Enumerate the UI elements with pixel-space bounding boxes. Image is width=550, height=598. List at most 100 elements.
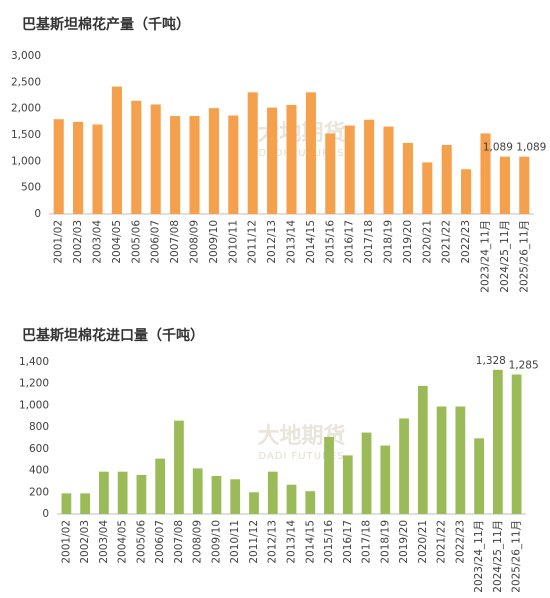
x-tick-label: 2019/20 [402, 220, 414, 264]
bar [170, 116, 181, 214]
bar [344, 125, 355, 214]
x-tick-label: 2008/09 [189, 220, 201, 264]
x-tick-label: 2017/18 [363, 220, 375, 264]
bar [455, 406, 466, 514]
bar [417, 385, 428, 514]
bar [267, 471, 278, 514]
bar [325, 133, 336, 214]
data-label: 1,285 [509, 359, 539, 371]
bar [480, 133, 491, 214]
x-tick-label: 2014/15 [305, 220, 317, 264]
x-tick-label: 2007/08 [173, 520, 185, 564]
x-tick-label: 2021/22 [436, 520, 448, 564]
bar [441, 145, 452, 214]
bar [131, 100, 142, 214]
bar [99, 471, 109, 514]
bar [305, 491, 316, 514]
bar [286, 484, 297, 514]
x-tick-label: 2006/07 [154, 520, 166, 564]
bar [136, 474, 147, 514]
bar [247, 92, 258, 214]
watermark-sub: DADI FUTURES [258, 451, 344, 462]
y-tick-label: 800 [29, 421, 49, 433]
x-tick-label: 2012/13 [267, 520, 279, 564]
y-tick-label: 600 [29, 443, 49, 455]
y-tick-label: 200 [29, 486, 49, 498]
y-tick-label: 2,500 [11, 76, 41, 88]
y-tick-label: 1,000 [19, 399, 49, 411]
x-tick-label: 2001/02 [60, 520, 72, 564]
bar [361, 432, 372, 514]
x-tick-label: 2019/20 [398, 520, 410, 564]
bar [80, 493, 91, 514]
bar [342, 455, 353, 514]
bar [228, 115, 239, 214]
x-tick-label: 2013/14 [286, 220, 298, 264]
x-tick-label: 2025/26_11月 [518, 220, 530, 293]
bar [73, 121, 84, 214]
x-tick-label: 2022/23 [454, 520, 466, 564]
chart-title: 巴基斯坦棉花进口量（千吨） [22, 327, 204, 344]
x-tick-label: 2012/13 [266, 220, 278, 264]
x-tick-label: 2005/06 [135, 520, 147, 564]
bar [383, 126, 394, 214]
bar [422, 162, 433, 214]
x-tick-label: 2016/17 [342, 520, 354, 564]
bar [61, 493, 72, 514]
x-tick-label: 2023/24_11月 [480, 220, 492, 293]
x-tick-label: 2010/11 [229, 520, 241, 564]
bar [111, 86, 122, 214]
x-tick-label: 2004/05 [111, 220, 123, 264]
bar [189, 116, 200, 214]
x-tick-label: 2021/22 [441, 220, 453, 264]
x-tick-label: 2011/12 [248, 520, 260, 564]
bar [461, 169, 472, 214]
x-tick-label: 2024/25_11月 [492, 520, 504, 593]
bar [380, 445, 391, 514]
x-tick-label: 2004/05 [117, 520, 129, 564]
x-tick-label: 2018/19 [383, 220, 395, 264]
x-tick-label: 2024/25_11月 [499, 220, 511, 293]
bar [53, 119, 64, 214]
bar [499, 156, 510, 214]
bar [92, 124, 103, 214]
x-tick-label: 2008/09 [192, 520, 204, 564]
x-tick-label: 2005/06 [130, 220, 142, 264]
x-tick-label: 2011/12 [247, 220, 259, 264]
bar [150, 104, 161, 214]
watermark-sub: DADI FUTURES [258, 148, 344, 159]
x-tick-label: 2015/16 [324, 220, 336, 264]
x-tick-label: 2025/26_11月 [511, 520, 523, 593]
x-tick-label: 2003/04 [98, 520, 110, 564]
bar [305, 92, 316, 214]
bar [402, 142, 413, 214]
y-tick-label: 3,000 [11, 50, 41, 62]
y-tick-label: 1,000 [11, 155, 41, 167]
x-tick-label: 2020/21 [421, 220, 433, 264]
y-tick-label: 1,500 [11, 129, 41, 141]
bar [192, 468, 203, 514]
x-tick-label: 2013/14 [286, 520, 298, 564]
x-tick-label: 2016/17 [344, 220, 356, 264]
x-tick-label: 2002/03 [79, 520, 91, 564]
bar [249, 492, 259, 514]
bar [174, 420, 184, 514]
x-tick-label: 2003/04 [92, 220, 104, 264]
bar [519, 156, 530, 214]
x-tick-label: 2006/07 [150, 220, 162, 264]
x-tick-label: 2009/10 [208, 220, 220, 264]
x-tick-label: 2001/02 [53, 220, 65, 264]
x-tick-label: 2010/11 [227, 220, 239, 264]
bar [364, 119, 375, 214]
bar [492, 369, 503, 514]
bar [208, 108, 219, 214]
bar [230, 479, 241, 514]
bar [436, 406, 447, 514]
bar [399, 418, 409, 514]
x-tick-label: 2009/10 [210, 520, 222, 564]
x-tick-label: 2007/08 [169, 220, 181, 264]
y-tick-label: 400 [29, 465, 49, 477]
x-tick-label: 2022/23 [460, 220, 472, 264]
y-tick-label: 0 [34, 208, 41, 220]
